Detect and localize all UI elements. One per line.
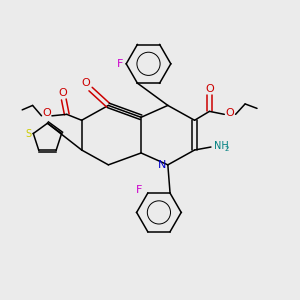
Text: N: N xyxy=(158,160,167,170)
Text: O: O xyxy=(82,78,91,88)
Text: S: S xyxy=(25,128,31,139)
Text: 2: 2 xyxy=(224,146,229,152)
Text: O: O xyxy=(42,108,51,118)
Text: F: F xyxy=(116,59,123,69)
Text: F: F xyxy=(136,185,142,195)
Text: NH: NH xyxy=(214,140,229,151)
Text: O: O xyxy=(225,108,234,118)
Text: O: O xyxy=(59,88,68,98)
Text: O: O xyxy=(205,84,214,94)
